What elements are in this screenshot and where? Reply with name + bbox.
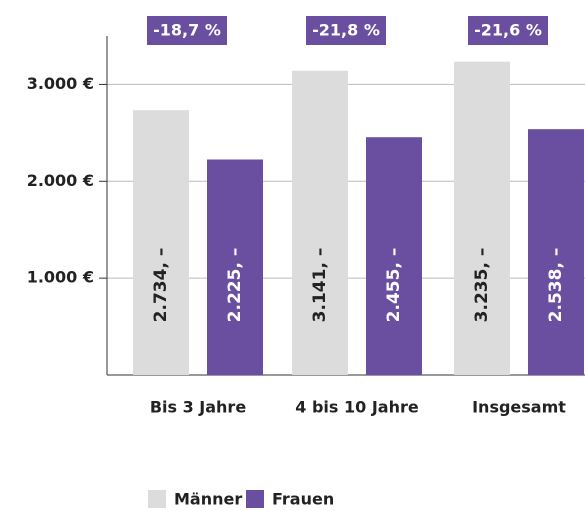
value-label: 2.538, – <box>546 248 566 323</box>
y-tick-label: 1.000 € <box>27 268 94 287</box>
annotation-box <box>147 16 227 45</box>
bar <box>454 61 510 375</box>
value-label: 3.235, – <box>472 248 492 323</box>
legend-label: Männer <box>174 490 242 509</box>
y-tick-label: 2.000 € <box>27 171 94 190</box>
annotation: -21,6 % <box>474 21 542 40</box>
bar <box>133 110 189 376</box>
value-label: 2.225, – <box>225 248 245 323</box>
legend-swatch <box>246 490 264 508</box>
annotation-box <box>468 16 548 45</box>
annotation: -18,7 % <box>153 21 221 40</box>
x-tick-label: 4 bis 10 Jahre <box>295 398 419 417</box>
bar <box>207 159 263 375</box>
annotation-box <box>306 16 386 45</box>
legend-label: Frauen <box>272 490 334 509</box>
annotation: -21,8 % <box>312 21 380 40</box>
x-tick-label: Insgesamt <box>472 398 566 417</box>
bar <box>292 70 348 375</box>
value-label: 2.455, – <box>384 248 404 323</box>
value-label: 2.734, – <box>151 248 171 323</box>
legend-swatch <box>148 490 166 508</box>
bar <box>528 129 584 375</box>
x-tick-label: Bis 3 Jahre <box>150 398 247 417</box>
bar <box>366 137 422 375</box>
value-label: 3.141, – <box>310 248 330 323</box>
y-tick-label: 3.000 € <box>27 74 94 93</box>
